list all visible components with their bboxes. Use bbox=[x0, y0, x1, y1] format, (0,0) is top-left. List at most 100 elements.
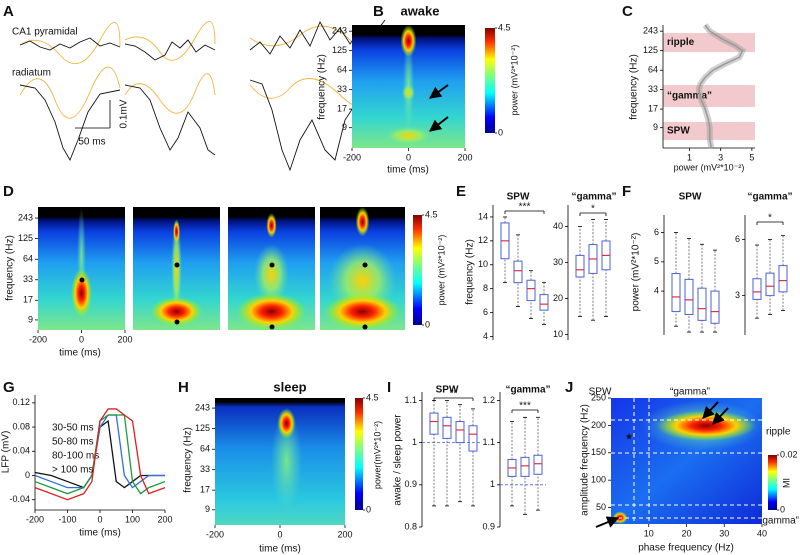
scale-label: 50 ms bbox=[78, 137, 105, 148]
box bbox=[520, 456, 530, 477]
significance: *** bbox=[519, 202, 531, 213]
y-tick-label: 125 bbox=[643, 45, 658, 55]
y-tick-label: 10 bbox=[478, 259, 488, 269]
band-label: SPW bbox=[667, 126, 690, 137]
x-tick-label: 5 bbox=[749, 152, 754, 162]
annotation: “gamma” bbox=[670, 387, 710, 398]
y-axis-label: LFP (mV) bbox=[1, 431, 12, 474]
y-tick-label: 243 bbox=[643, 26, 658, 36]
group-name: SPW bbox=[679, 192, 702, 203]
colorbar-tick-label: 4.5 bbox=[498, 22, 511, 32]
trace-label: CA1 pyramidal bbox=[12, 27, 78, 38]
heat-blob bbox=[71, 268, 92, 318]
box bbox=[684, 278, 694, 316]
panel-letter: E bbox=[456, 183, 466, 200]
y-tick-label: 1 bbox=[412, 437, 417, 447]
y-tick-label: 243 bbox=[332, 26, 347, 36]
y-tick-label: 0.04 bbox=[12, 446, 30, 456]
trace-label: radiatum bbox=[12, 68, 51, 79]
x-tick-label: 200 bbox=[337, 529, 352, 539]
box bbox=[710, 290, 720, 324]
x-tick-label: 200 bbox=[157, 514, 172, 524]
series-line bbox=[34, 408, 166, 501]
y-tick-label: 0.08 bbox=[12, 421, 30, 431]
box bbox=[697, 287, 707, 321]
y-tick-label: 17 bbox=[648, 103, 658, 113]
peak-dot bbox=[174, 262, 180, 268]
x-tick-label: 20 bbox=[681, 528, 691, 538]
heat-blob bbox=[270, 410, 303, 513]
heat-blob bbox=[401, 84, 416, 102]
panel-letter: F bbox=[622, 183, 631, 200]
panel-letter: I bbox=[387, 379, 391, 396]
y-tick-label: 6 bbox=[735, 234, 740, 244]
box bbox=[455, 421, 465, 444]
y-tick-label: 8 bbox=[483, 283, 488, 293]
legend-label: 30-50 ms bbox=[52, 423, 94, 434]
heat-blob bbox=[324, 293, 401, 330]
box bbox=[765, 272, 775, 297]
group-name: “gamma” bbox=[505, 385, 550, 396]
box bbox=[468, 425, 478, 452]
y-tick-label: -0.04 bbox=[9, 494, 30, 504]
y-tick-label: 150 bbox=[591, 447, 606, 457]
y-axis-label: frequency (Hz) bbox=[183, 427, 194, 493]
x-axis-label: phase frequency (Hz) bbox=[638, 543, 734, 554]
y-tick-label: 125 bbox=[18, 233, 33, 243]
y-tick-label: 9 bbox=[653, 122, 658, 132]
box bbox=[752, 278, 762, 300]
colorbar bbox=[413, 215, 422, 325]
x-axis-label: time (ms) bbox=[387, 165, 429, 176]
y-tick-label: 17 bbox=[200, 485, 210, 495]
y-tick-label: 0.8 bbox=[404, 521, 417, 531]
heat-blob bbox=[400, 25, 417, 57]
x-tick-label: 0 bbox=[406, 152, 411, 162]
box bbox=[671, 273, 681, 313]
y-tick-label: 4 bbox=[654, 285, 659, 295]
colorbar-tick-label: 4.5 bbox=[366, 392, 379, 402]
x-tick-label: 0 bbox=[79, 334, 84, 344]
y-tick-label: 243 bbox=[195, 402, 210, 412]
chart-title: sleep bbox=[273, 379, 306, 394]
band bbox=[663, 85, 755, 107]
legend-label: 50-80 ms bbox=[52, 437, 94, 448]
x-tick-label: 0 bbox=[277, 529, 282, 539]
heat-blob bbox=[266, 213, 277, 238]
y-tick-label: 33 bbox=[337, 84, 347, 94]
y-tick-label: 125 bbox=[195, 423, 210, 433]
annotation: SPW bbox=[589, 387, 612, 398]
heat-blob bbox=[355, 207, 370, 237]
x-tick-label: -200 bbox=[26, 514, 44, 524]
y-tick-label: 4 bbox=[483, 331, 488, 341]
y-tick-label: 1.2 bbox=[482, 395, 495, 405]
y-tick-label: 1 bbox=[490, 479, 495, 489]
y-tick-label: 0 bbox=[25, 470, 30, 480]
annotation: ripple bbox=[766, 427, 791, 438]
x-tick-label: -100 bbox=[58, 514, 76, 524]
x-axis-label: time (ms) bbox=[59, 348, 101, 359]
x-axis-label: power (mV²*10⁻²) bbox=[674, 162, 745, 172]
y-tick-label: 33 bbox=[200, 464, 210, 474]
peak-dot bbox=[362, 262, 368, 268]
y-tick-label: 6 bbox=[483, 307, 488, 317]
y-tick-label: 0.9 bbox=[482, 521, 495, 531]
panel-letter: A bbox=[3, 3, 14, 20]
y-axis-label: power (mV²*10⁻²) bbox=[631, 233, 642, 312]
x-tick-label: 3 bbox=[718, 152, 723, 162]
y-axis-label: awake / sleep power bbox=[393, 414, 404, 506]
box bbox=[533, 454, 543, 475]
y-tick-label: 6 bbox=[654, 227, 659, 237]
y-tick-label: 40 bbox=[553, 221, 563, 231]
colorbar-label: power(mV²*10⁻²) bbox=[372, 421, 382, 489]
band bbox=[663, 33, 755, 52]
peak-dot bbox=[79, 277, 85, 283]
star: ★ bbox=[625, 431, 633, 441]
x-tick-label: 0 bbox=[97, 514, 102, 524]
box bbox=[442, 416, 452, 439]
significance: *** bbox=[519, 401, 531, 412]
colorbar bbox=[768, 455, 777, 510]
peak-dot bbox=[362, 324, 368, 330]
y-tick-label: 0.12 bbox=[12, 397, 30, 407]
peak-dot bbox=[269, 262, 275, 268]
colorbar-label: power (mV²*10⁻²) bbox=[436, 235, 446, 306]
